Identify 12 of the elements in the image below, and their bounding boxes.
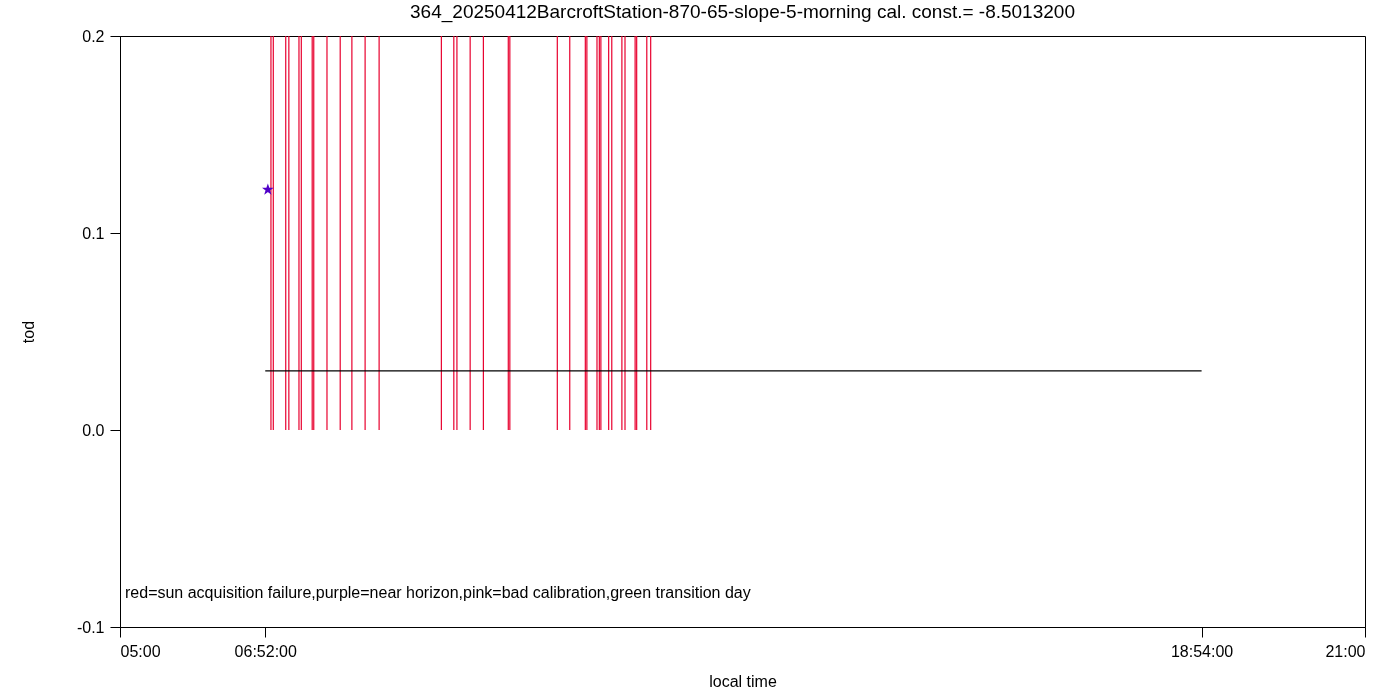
x-axis-title: local time [709,672,777,690]
annotation: red=sun acquisition failure,purple=near horizon,pink=bad calibration,green transition day [125,584,751,601]
y-tick-label: 0.2 [82,27,105,45]
y-tick-label: 0.0 [82,421,105,439]
x-tick-label: 21:00 [1325,642,1366,660]
x-tick-label: 05:00 [120,642,161,660]
y-tick-label: -0.1 [76,618,105,636]
x-tick-label: 18:54:00 [1170,642,1234,660]
y-tick-label: 0.1 [82,224,105,242]
x-tick-label: 06:52:00 [234,642,297,660]
y-axis-title: tod [19,320,37,344]
chart-title: 364_20250412BarcroftStation-870-65-slope-5-morning cal. const.= -8.5013200 [410,1,1075,23]
